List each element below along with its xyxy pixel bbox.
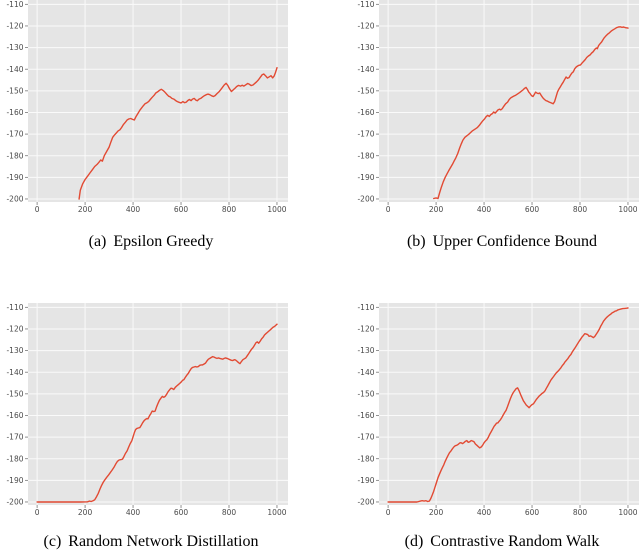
svg-text:-140: -140: [6, 65, 23, 74]
svg-text:600: 600: [525, 508, 540, 516]
subplot-upper-confidence-bound: 0 200 400 600 800 1000 -110 -120 -130 -140 -150 -16…: [351, 0, 640, 214]
svg-text:0: 0: [35, 205, 40, 213]
svg-text:-120: -120: [6, 22, 23, 31]
svg-text:800: 800: [222, 508, 237, 516]
chart-canvas-a: 0 200 400 600 800 1000 -110 -120 -130 -140 -150 -16…: [0, 0, 302, 214]
chart-canvas-b: 0 200 400 600 800 1000 -110 -120 -130 -140 -150 -16…: [351, 0, 640, 214]
svg-text:-180: -180: [6, 151, 23, 160]
svg-text:0: 0: [386, 205, 391, 213]
svg-text:800: 800: [573, 508, 588, 516]
svg-text:-170: -170: [6, 130, 23, 139]
svg-text:-150: -150: [357, 389, 374, 398]
data-line-episode-return: [78, 66, 278, 200]
svg-text:-180: -180: [357, 151, 374, 160]
subplot-contrastive-random-walk: 0 200 400 600 800 1000 -110 -120 -130 -140 -150 -16…: [351, 303, 640, 517]
svg-text:600: 600: [174, 205, 189, 213]
svg-text:400: 400: [477, 205, 492, 213]
caption-b: (b) Upper Confidence Bound: [351, 233, 640, 251]
svg-text:600: 600: [174, 508, 189, 516]
svg-text:400: 400: [477, 508, 492, 516]
caption-b-label: (b): [406, 233, 426, 250]
line-chart-a: 0 200 400 600 800 1000 -110 -120 -130 -140 -150 -16…: [6, 0, 288, 214]
caption-d: (d) Contrastive Random Walk: [351, 533, 640, 551]
caption-a-label: (a): [88, 233, 107, 250]
svg-text:200: 200: [78, 205, 93, 213]
svg-text:400: 400: [126, 508, 141, 516]
svg-text:0: 0: [386, 508, 391, 516]
svg-text:-150: -150: [6, 389, 23, 398]
svg-text:800: 800: [222, 205, 237, 213]
svg-text:-200: -200: [6, 195, 23, 204]
caption-a: (a) Epsilon Greedy: [0, 233, 302, 251]
line-chart-b: 0 200 400 600 800 1000 -110 -120 -130 -140 -150 -16…: [357, 0, 639, 214]
svg-text:-170: -170: [6, 433, 23, 442]
caption-a-text: Epsilon Greedy: [113, 233, 214, 250]
svg-text:-180: -180: [357, 454, 374, 463]
svg-text:-190: -190: [6, 173, 23, 182]
svg-text:200: 200: [429, 205, 444, 213]
caption-c-label: (c): [43, 533, 62, 550]
svg-text:-150: -150: [357, 86, 374, 95]
caption-d-text: Contrastive Random Walk: [430, 533, 600, 550]
svg-text:-110: -110: [6, 0, 23, 9]
caption-b-text: Upper Confidence Bound: [432, 233, 598, 250]
line-chart-c: 0 200 400 600 800 1000 -110 -120 -130 -140 -150 -16…: [6, 303, 288, 517]
data-line-episode-return: [387, 307, 629, 503]
svg-text:-150: -150: [6, 86, 23, 95]
svg-text:-180: -180: [6, 454, 23, 463]
svg-text:-140: -140: [357, 368, 374, 377]
svg-text:-140: -140: [6, 368, 23, 377]
svg-text:-160: -160: [357, 411, 374, 420]
svg-text:600: 600: [525, 205, 540, 213]
svg-text:-200: -200: [6, 498, 23, 507]
svg-text:-160: -160: [6, 411, 23, 420]
caption-c-text: Random Network Distillation: [68, 533, 259, 550]
data-line-episode-return: [432, 26, 629, 200]
svg-text:-110: -110: [6, 303, 23, 312]
line-chart-d: 0 200 400 600 800 1000 -110 -120 -130 -140 -150 -16…: [357, 303, 639, 517]
svg-text:1000: 1000: [267, 508, 286, 516]
chart-canvas-d: 0 200 400 600 800 1000 -110 -120 -130 -140 -150 -16…: [351, 303, 640, 517]
svg-text:-120: -120: [357, 22, 374, 31]
svg-text:400: 400: [126, 205, 141, 213]
svg-text:-160: -160: [6, 108, 23, 117]
subplot-epsilon-greedy: 0 200 400 600 800 1000 -110 -120 -130 -140 -150 -16…: [0, 0, 302, 214]
svg-text:-120: -120: [6, 325, 23, 334]
svg-text:200: 200: [78, 508, 93, 516]
svg-text:-190: -190: [357, 476, 374, 485]
svg-text:-110: -110: [357, 0, 374, 9]
svg-text:1000: 1000: [267, 205, 286, 213]
svg-text:-120: -120: [357, 325, 374, 334]
svg-text:-140: -140: [357, 65, 374, 74]
svg-text:-200: -200: [357, 498, 374, 507]
svg-text:-170: -170: [357, 433, 374, 442]
svg-text:-160: -160: [357, 108, 374, 117]
svg-text:800: 800: [573, 205, 588, 213]
svg-text:-110: -110: [357, 303, 374, 312]
subplot-random-network-distillation: 0 200 400 600 800 1000 -110 -120 -130 -140 -150 -16…: [0, 303, 302, 517]
data-line-episode-return: [36, 323, 278, 503]
chart-canvas-c: 0 200 400 600 800 1000 -110 -120 -130 -140 -150 -16…: [0, 303, 302, 517]
svg-text:0: 0: [35, 508, 40, 516]
svg-text:-130: -130: [357, 346, 374, 355]
svg-text:1000: 1000: [618, 508, 637, 516]
svg-text:-130: -130: [6, 346, 23, 355]
svg-text:1000: 1000: [618, 205, 637, 213]
svg-text:-190: -190: [6, 476, 23, 485]
svg-text:200: 200: [429, 508, 444, 516]
svg-text:-170: -170: [357, 130, 374, 139]
svg-text:-130: -130: [6, 43, 23, 52]
svg-text:-190: -190: [357, 173, 374, 182]
caption-c: (c) Random Network Distillation: [0, 533, 302, 551]
svg-text:-200: -200: [357, 195, 374, 204]
caption-d-label: (d): [404, 533, 424, 550]
svg-text:-130: -130: [357, 43, 374, 52]
